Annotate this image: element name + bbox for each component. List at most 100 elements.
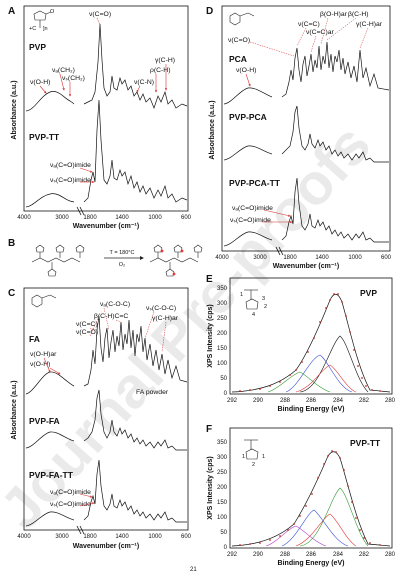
panel-f: F PVP-TT 1 1 2 0 50 100 (206, 424, 396, 567)
spectrum-line-pvp-fa (25, 389, 187, 451)
panel-b: B T = 180°C O₂ (8, 238, 203, 277)
svg-text:4000: 4000 (17, 534, 31, 540)
annotation-a-ch2-asym: νₐ(CH₂) (52, 67, 75, 74)
spectrum-line-pvp-fa-tt (25, 459, 187, 527)
annotation-d-imide-asym: νₐ(C=O)imide (232, 205, 273, 212)
panel-a-frame (23, 5, 189, 212)
panel-e-y-label: XPS Intensity (cps) (207, 304, 214, 367)
annotation-c-co: ν(C=O) (76, 329, 98, 336)
svg-text:290: 290 (253, 398, 264, 404)
panel-a-letter: A (8, 6, 15, 17)
panel-c-frame (23, 287, 189, 531)
panel-f-x-ticks: 292 290 288 286 284 282 280 (227, 552, 396, 558)
svg-text:3000: 3000 (253, 255, 267, 261)
svg-text:292: 292 (227, 398, 238, 404)
annotation-a-imide-asym: νₐ(C=O)imide (50, 162, 91, 169)
xps-e-peak-4 (267, 371, 331, 393)
annotation-a-ch2-sym: νₛ(CH₂) (62, 75, 85, 82)
svg-text:1800: 1800 (283, 255, 297, 261)
annotation-d-imide-sym: νₛ(C=O)imide (230, 217, 271, 224)
annotation-c-imide-asym: νₐ(C=O)imide (50, 489, 91, 496)
spectrum-label-pvp-fa: PVP-FA (29, 416, 60, 426)
annotation-a-gamma: γ(C-H) (155, 57, 175, 64)
svg-text:1000: 1000 (148, 215, 162, 221)
svg-text:290: 290 (253, 552, 264, 558)
svg-text:284: 284 (333, 552, 344, 558)
svg-text:600: 600 (181, 215, 192, 221)
svg-text:600: 600 (381, 255, 392, 261)
panel-d-x-label: Wavenumber (cm⁻¹) (273, 263, 339, 270)
svg-text:300: 300 (217, 455, 228, 461)
spectrum-label-pvp-fa-tt: PVP-FA-TT (29, 470, 74, 480)
annotation-d-gamma-ch: γ(C-H)ar (356, 21, 383, 28)
svg-text:2: 2 (264, 304, 267, 310)
svg-text:100: 100 (217, 515, 228, 521)
pvp-structure-icon: O +C ]n (29, 9, 55, 32)
svg-text:600: 600 (181, 534, 192, 540)
svg-text:1800: 1800 (83, 215, 97, 221)
reaction-condition-temp: T = 180°C (110, 250, 135, 256)
annotation-a-co: ν(C=O) (89, 11, 111, 18)
svg-text:280: 280 (385, 552, 396, 558)
panel-f-x-label: Binding Energy (eV) (278, 560, 345, 567)
panel-c-x-label: Wavenumber (cm⁻¹) (73, 543, 139, 550)
pca-structure-icon (229, 12, 255, 26)
svg-text:1400: 1400 (115, 215, 129, 221)
svg-text:282: 282 (359, 398, 370, 404)
svg-text:4: 4 (252, 312, 255, 318)
svg-text:250: 250 (217, 316, 228, 322)
spectrum-label-pca: PCA (229, 54, 247, 64)
svg-text:4000: 4000 (215, 255, 229, 261)
svg-text:282: 282 (359, 552, 370, 558)
annotation-d-cc-ar: ν(C=C)ar (306, 29, 334, 36)
svg-text:O: O (50, 9, 55, 15)
svg-text:200: 200 (217, 331, 228, 337)
annotation-c-oh: ν(O-H) (30, 361, 50, 368)
svg-text:0: 0 (224, 545, 228, 551)
svg-text:1: 1 (240, 292, 243, 298)
annotation-c-fa-powder: FA powder (136, 389, 169, 396)
svg-text:0: 0 (224, 391, 228, 397)
annotation-c-coc-sym: νₛ(C-O-C) (146, 305, 176, 312)
xps-f-envelope (231, 451, 391, 547)
svg-text:3000: 3000 (55, 534, 69, 540)
annotation-d-oh: ν(O-H) (236, 67, 256, 74)
svg-text:3000: 3000 (55, 215, 69, 221)
svg-text:286: 286 (306, 552, 317, 558)
svg-text:1000: 1000 (148, 534, 162, 540)
svg-text:1000: 1000 (348, 255, 362, 261)
reaction-condition-oxygen: O₂ (119, 262, 125, 268)
pvp-chain-structure-icon (31, 244, 85, 277)
svg-text:292: 292 (227, 552, 238, 558)
svg-text:350: 350 (217, 286, 228, 292)
panel-c-x-ticks: 4000 3000 1800 1400 1000 600 (17, 534, 191, 540)
svg-text:350: 350 (217, 440, 228, 446)
xps-e-peak-2 (295, 364, 357, 393)
page-number: 21 (190, 567, 197, 573)
annotation-a-imide-sym: νₛ(C=O)imide (50, 177, 91, 184)
svg-text:150: 150 (217, 346, 228, 352)
panel-d-y-label: Absorbance (a.u.) (209, 100, 216, 159)
xps-e-data-points (239, 293, 381, 392)
xps-e-peak-3 (285, 354, 353, 393)
svg-text:1400: 1400 (315, 255, 329, 261)
panel-f-y-label: XPS Intensity (cps) (207, 456, 214, 519)
svg-text:2: 2 (252, 462, 255, 468)
svg-text:]n: ]n (43, 26, 48, 32)
spectrum-line-pvp-tt (25, 99, 188, 208)
spectrum-line-pvp-pca-tt (223, 177, 389, 247)
panel-f-y-ticks: 0 50 100 150 200 250 300 350 (217, 440, 228, 551)
panel-e-x-label: Binding Energy (eV) (278, 406, 345, 413)
svg-text:284: 284 (333, 398, 344, 404)
svg-text:+C: +C (29, 26, 36, 32)
spectrum-label-fa: FA (29, 334, 40, 344)
annotation-c-oh-ar: ν(O-H)ar (30, 351, 57, 358)
annotation-d-beta-oh: β(O-H)ar (320, 11, 348, 18)
svg-text:100: 100 (217, 361, 228, 367)
annotation-c-gamma-ch: γ(C-H)ar (152, 315, 179, 322)
spectrum-line-pvp-pca (223, 105, 389, 163)
annotation-a-oh: ν(O-H) (30, 79, 50, 86)
spectrum-line-pvp (25, 23, 188, 112)
spectrum-label-pvp: PVP (29, 42, 46, 52)
panel-e-x-ticks: 292 290 288 286 284 282 280 (227, 398, 396, 404)
